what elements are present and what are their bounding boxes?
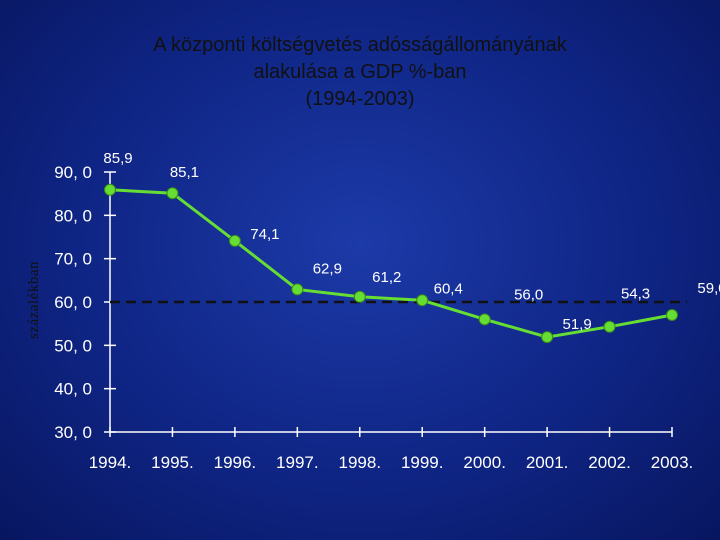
chart-title-line-3: (1994-2003): [305, 88, 415, 110]
data-label: 85,9: [103, 150, 132, 167]
x-tick-label: 1995.: [151, 453, 194, 472]
y-tick-label: 40, 0: [54, 380, 92, 399]
x-tick-label: 2001.: [526, 453, 569, 472]
data-point: [603, 320, 616, 333]
y-tick-label: 50, 0: [54, 336, 92, 355]
series-group: [104, 183, 678, 344]
x-tick-label: 1994.: [89, 453, 132, 472]
y-tick-label: 80, 0: [54, 206, 92, 225]
x-tick-label: 1996.: [214, 453, 257, 472]
chart-title: A központi költségvetés adósságállományá…: [60, 32, 660, 113]
chart-title-line-2: alakulása a GDP %-ban: [253, 61, 467, 83]
axes: 30, 0 40, 0 50, 0 60, 0 70, 0 80, 0 90, 0 1994.…: [54, 163, 693, 472]
chart-title-line-1: A központi költségvetés adósságállományá…: [153, 34, 567, 56]
data-label: 62,9: [313, 260, 342, 277]
data-label: 59,0: [697, 280, 720, 297]
x-tick-label: 1997.: [276, 453, 319, 472]
data-point: [541, 331, 554, 344]
y-tick-label: 60, 0: [54, 293, 92, 312]
data-point: [478, 313, 491, 326]
data-label: 60,4: [434, 280, 463, 297]
y-tick-label: 30, 0: [54, 423, 92, 442]
data-label: 85,1: [170, 164, 199, 181]
data-point: [228, 234, 241, 247]
series-line: [109, 188, 673, 339]
data-point: [104, 183, 116, 196]
data-point: [416, 294, 429, 307]
data-label: 51,9: [563, 316, 592, 333]
data-point: [166, 187, 179, 200]
x-tick-label: 2000.: [463, 453, 506, 472]
data-point: [353, 290, 366, 303]
y-tick-label: 70, 0: [54, 250, 92, 269]
data-label: 74,1: [250, 226, 279, 243]
y-tick-label: 90, 0: [54, 163, 92, 182]
data-label: 54,3: [621, 286, 650, 303]
x-tick-label: 1998.: [339, 453, 382, 472]
x-tick-label: 1999.: [401, 453, 444, 472]
data-label: 56,0: [514, 286, 543, 303]
data-point: [666, 309, 678, 321]
x-tick-label: 2003.: [651, 453, 694, 472]
data-point: [291, 283, 304, 296]
x-tick-label: 2002.: [588, 453, 631, 472]
data-label: 61,2: [372, 269, 401, 286]
data-labels-group: 85,9 85,1 74,1 62,9 61,2 60,4 56,0 51,9 54,3 59,0: [103, 150, 720, 333]
y-axis-label: százalékban: [26, 261, 42, 339]
